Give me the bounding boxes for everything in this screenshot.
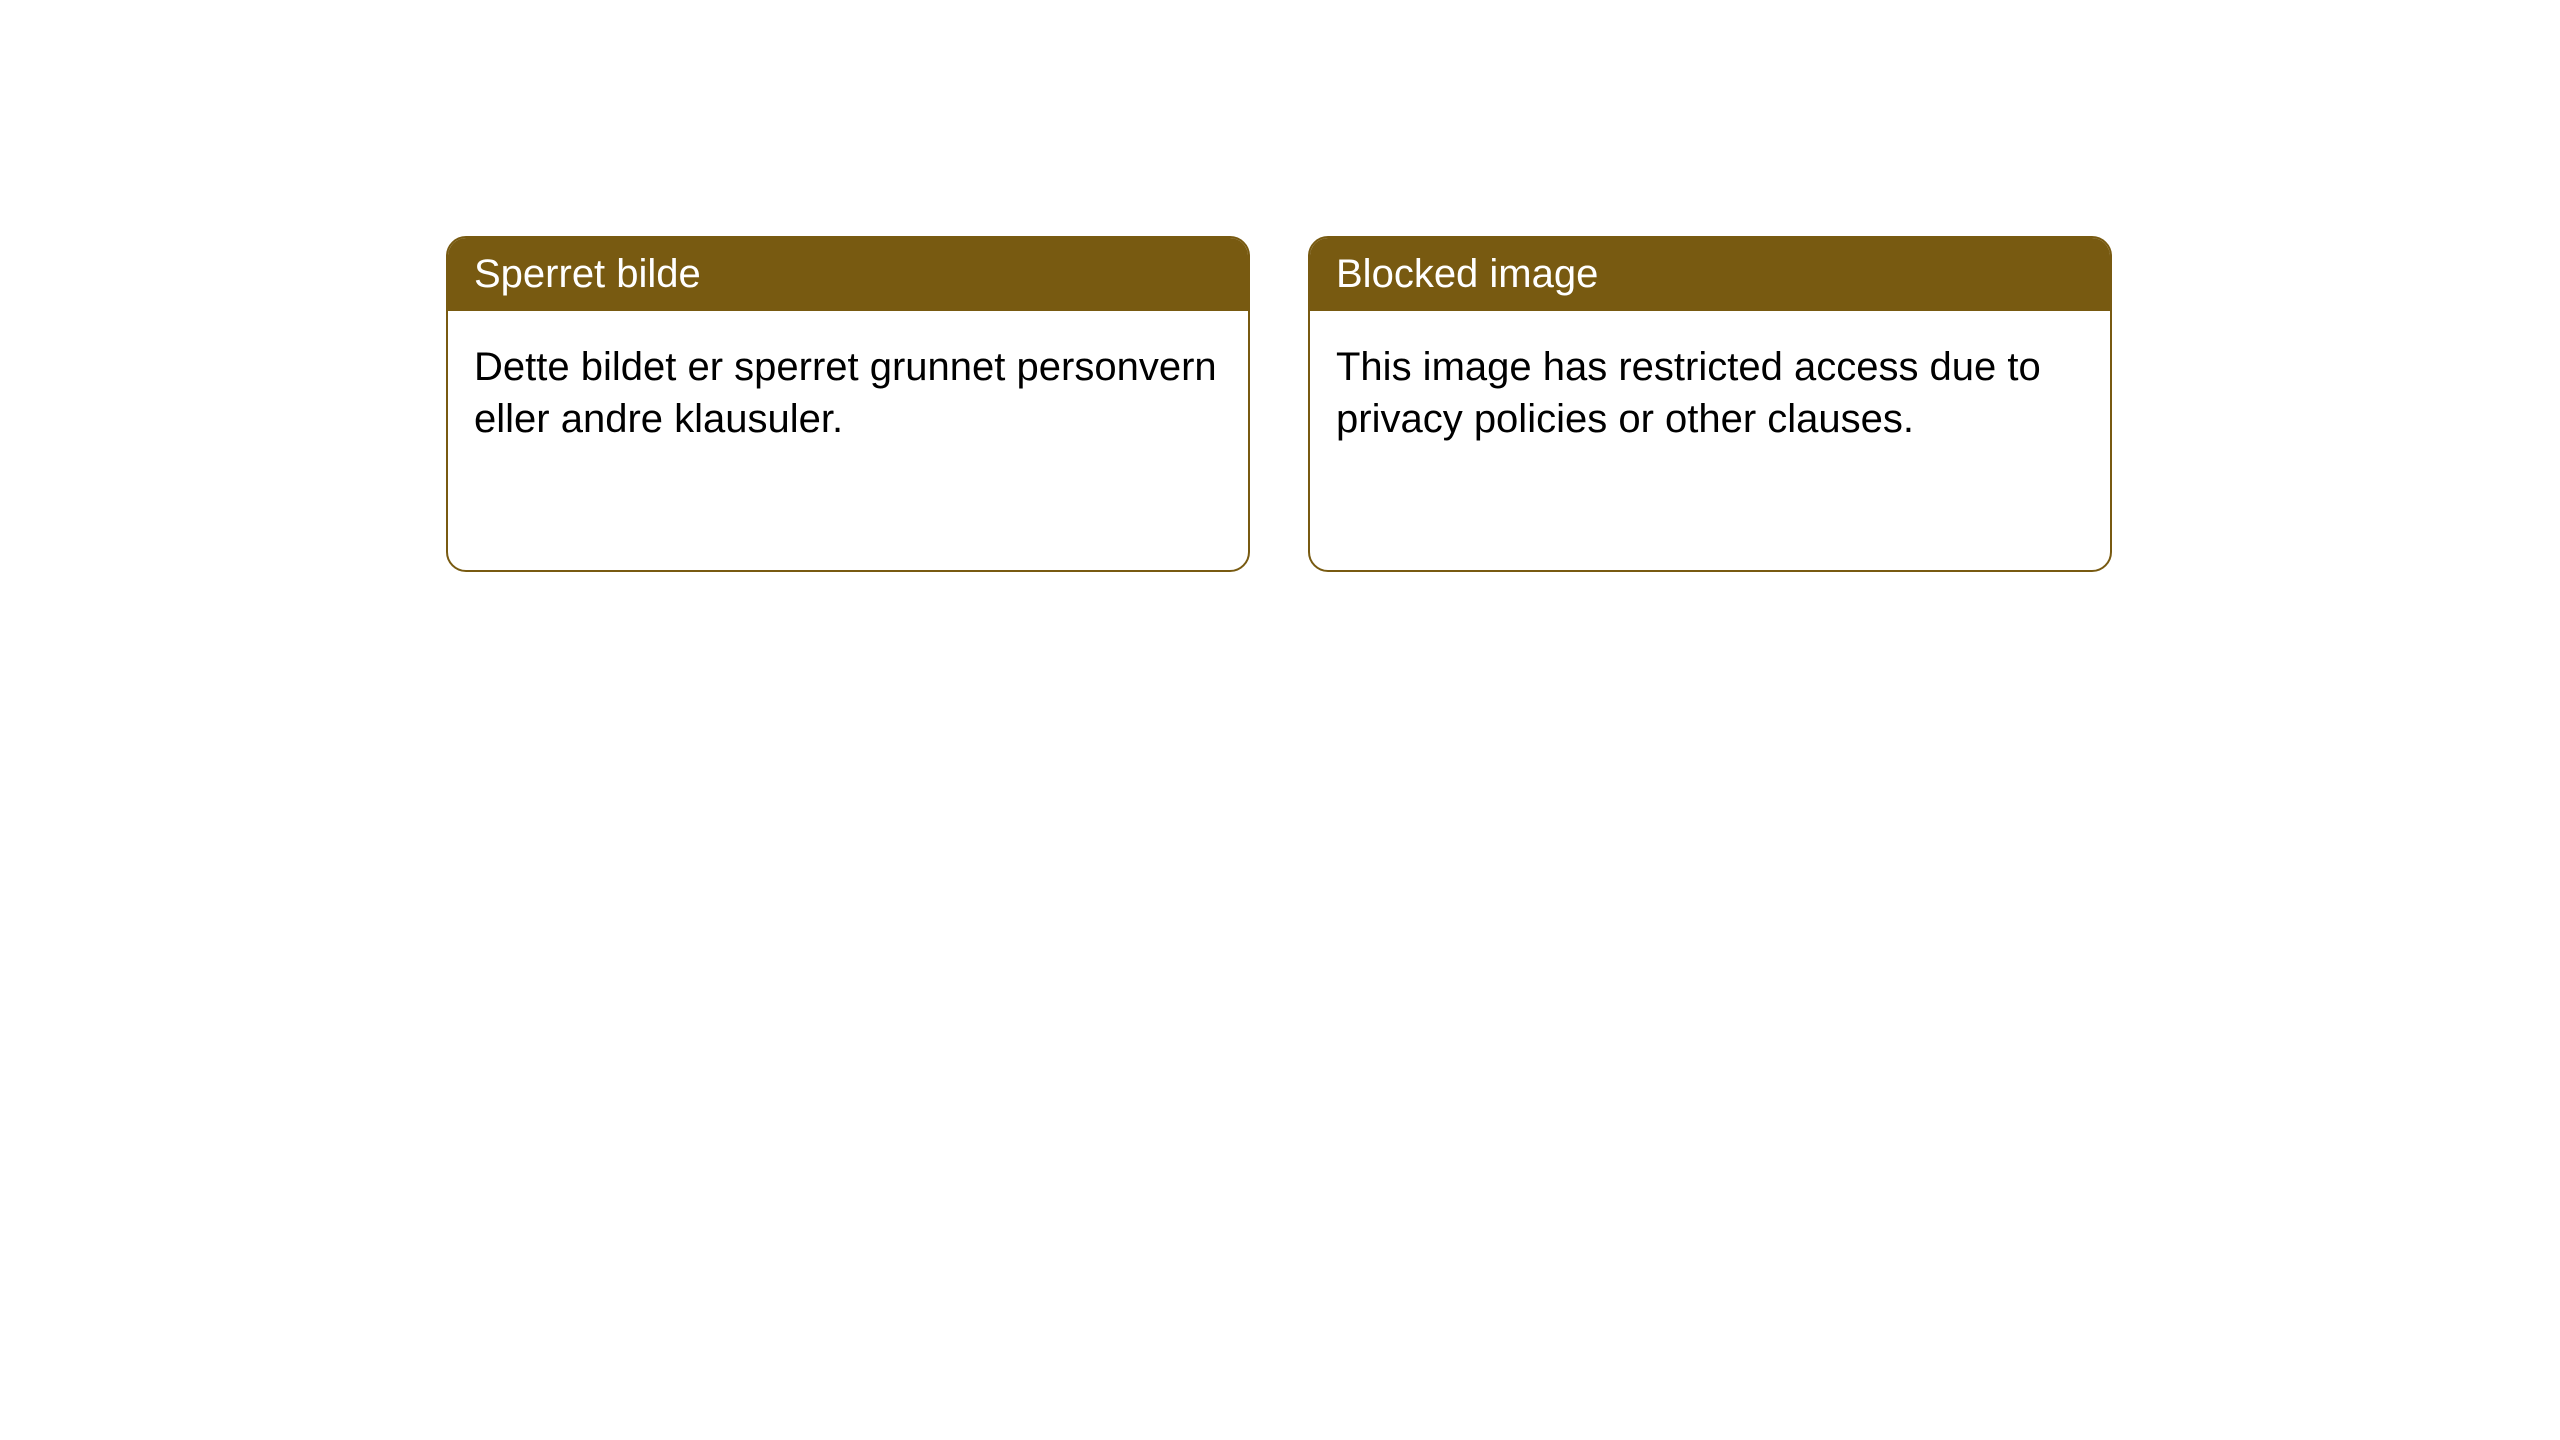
notice-header: Sperret bilde: [448, 238, 1248, 311]
notice-container: Sperret bilde Dette bildet er sperret gr…: [446, 236, 2112, 572]
notice-header: Blocked image: [1310, 238, 2110, 311]
notice-box-english: Blocked image This image has restricted …: [1308, 236, 2112, 572]
notice-message: Dette bildet er sperret grunnet personve…: [474, 345, 1217, 441]
notice-title: Blocked image: [1336, 252, 1598, 296]
notice-body: Dette bildet er sperret grunnet personve…: [448, 311, 1248, 475]
notice-body: This image has restricted access due to …: [1310, 311, 2110, 475]
notice-title: Sperret bilde: [474, 252, 701, 296]
notice-box-norwegian: Sperret bilde Dette bildet er sperret gr…: [446, 236, 1250, 572]
notice-message: This image has restricted access due to …: [1336, 345, 2041, 441]
